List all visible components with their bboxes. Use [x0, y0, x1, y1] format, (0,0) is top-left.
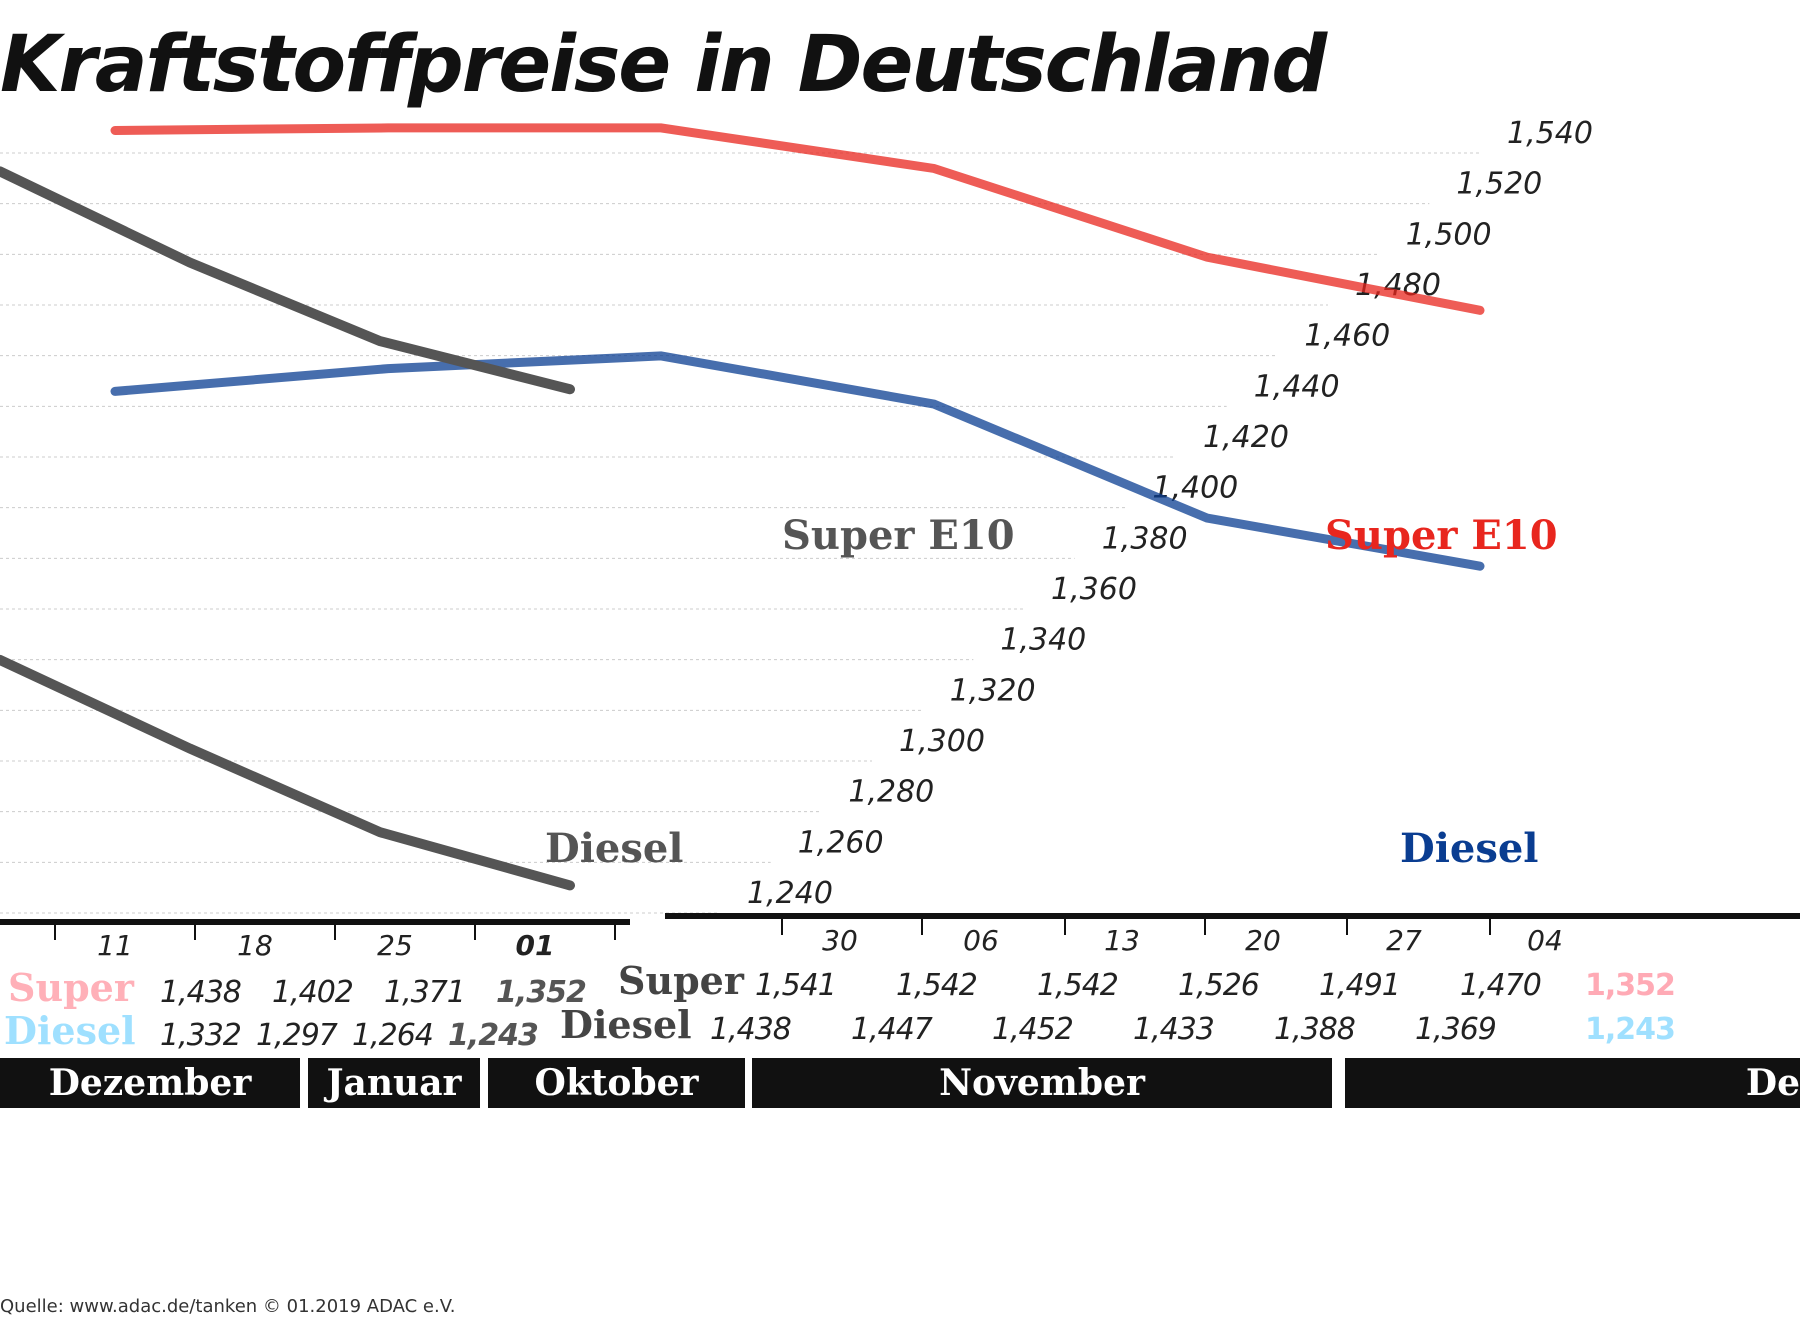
overlay-label-super: Super E10	[782, 512, 1015, 559]
table-cell-diesel: 1,447	[851, 1012, 933, 1047]
x-tick-label-left: 18	[237, 929, 273, 962]
table-cell-diesel-left: 1,332	[160, 1018, 242, 1053]
end-label-super: 1,352	[1585, 968, 1676, 1003]
x-tick-label: 06	[963, 924, 999, 957]
series-label-super: Super E10	[1325, 512, 1558, 559]
y-tick-label: 1,260	[798, 825, 884, 860]
table-cell-diesel: 1,452	[992, 1012, 1074, 1047]
y-tick-label: 1,440	[1254, 369, 1340, 404]
month-oktober: Oktober	[488, 1058, 745, 1108]
table-cell-super: 1,542	[896, 968, 978, 1003]
overlay-line-super	[0, 166, 575, 395]
table-cell-super-left: 1,352	[496, 975, 587, 1010]
table-cell-diesel: 1,369	[1415, 1012, 1497, 1047]
table-cell-super: 1,526	[1178, 968, 1260, 1003]
y-tick-label: 1,240	[747, 876, 833, 911]
x-tick-label: 13	[1104, 924, 1140, 957]
table-cell-super: 1,470	[1460, 968, 1542, 1003]
table-cell-diesel-left: 1,297	[256, 1018, 338, 1053]
source-note: Quelle: www.adac.de/tanken © 01.2019 ADA…	[0, 1296, 456, 1317]
row-label-super: Super	[618, 958, 744, 1003]
y-tick-label: 1,300	[899, 724, 985, 759]
x-tick-label-left: 01	[516, 929, 555, 962]
y-tick-label: 1,500	[1406, 217, 1492, 252]
y-tick-label: 1,460	[1304, 319, 1390, 354]
overlay-label-diesel: Diesel	[545, 825, 684, 872]
y-tick-label: 1,360	[1051, 572, 1137, 607]
y-tick-label: 1,380	[1102, 521, 1188, 556]
row-label-super-2: Super	[8, 965, 134, 1010]
series-line-diesel	[110, 351, 1485, 571]
month-dezember-2: De	[1345, 1058, 1800, 1108]
x-tick-label: 27	[1386, 924, 1422, 957]
y-tick-label: 1,540	[1507, 116, 1593, 151]
end-label-diesel: 1,243	[1585, 1012, 1676, 1047]
series-line-super	[110, 123, 1485, 315]
month-dezember: Dezember	[0, 1058, 300, 1108]
overlay-line-diesel	[0, 654, 575, 891]
table-cell-diesel-left: 1,243	[448, 1018, 539, 1053]
table-cell-super: 1,491	[1319, 968, 1401, 1003]
x-tick-label-left: 25	[377, 929, 413, 962]
table-cell-diesel: 1,433	[1133, 1012, 1215, 1047]
row-label-diesel-2: Diesel	[4, 1008, 136, 1053]
table-cell-super: 1,541	[755, 968, 837, 1003]
x-tick-label: 04	[1527, 924, 1563, 957]
table-cell-super-left: 1,371	[384, 975, 466, 1010]
table-cell-diesel-left: 1,264	[352, 1018, 434, 1053]
month-januar: Januar	[308, 1058, 480, 1108]
x-tick-label: 30	[822, 924, 858, 957]
table-cell-super-left: 1,438	[160, 975, 242, 1010]
x-tick-label: 20	[1245, 924, 1281, 957]
table-cell-super: 1,542	[1037, 968, 1119, 1003]
y-tick-label: 1,340	[1000, 623, 1086, 658]
x-tick-label-left: 11	[97, 929, 133, 962]
y-tick-label: 1,420	[1203, 420, 1289, 455]
table-cell-super-left: 1,402	[272, 975, 354, 1010]
table-cell-diesel: 1,388	[1274, 1012, 1356, 1047]
y-tick-label: 1,280	[848, 775, 934, 810]
month-november: November	[752, 1058, 1332, 1108]
row-label-diesel: Diesel	[560, 1002, 692, 1047]
y-tick-label: 1,520	[1456, 167, 1542, 202]
y-tick-label: 1,320	[950, 673, 1036, 708]
series-label-diesel: Diesel	[1400, 825, 1539, 872]
table-cell-diesel: 1,438	[710, 1012, 792, 1047]
page-title: Kraftstoffpreise in Deutschland	[0, 20, 1327, 110]
